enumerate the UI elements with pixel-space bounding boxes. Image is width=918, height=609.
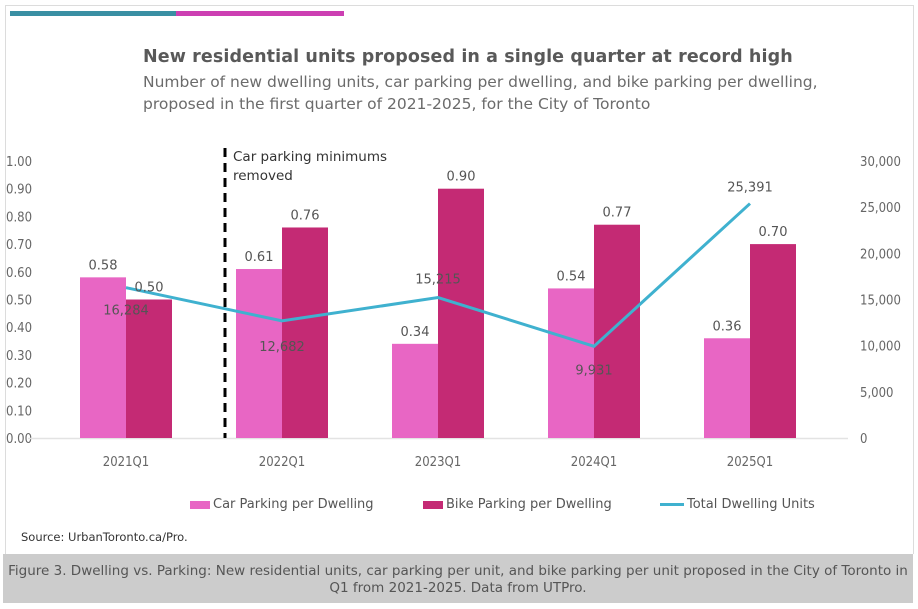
left-tick-label: 0.70 [6, 238, 32, 253]
legend-item-car[interactable]: Car Parking per Dwelling [190, 497, 374, 512]
subtitle-line-1: Number of new dwelling units, car parkin… [143, 73, 818, 91]
left-tick-label: 0.60 [6, 266, 32, 281]
left-tick-label: 1.00 [6, 155, 32, 170]
x-tick-label: 2024Q1 [571, 455, 617, 470]
bar-bike-parking [594, 224, 640, 438]
chart-title: New residential units proposed in a sing… [143, 47, 793, 67]
data-label-car: 0.34 [401, 325, 430, 340]
bar-car-parking [236, 269, 282, 438]
legend-label-car: Car Parking per Dwelling [213, 497, 374, 512]
data-label-bike: 0.77 [603, 206, 632, 221]
x-tick-label: 2021Q1 [103, 455, 149, 470]
data-label-dwelling: 25,391 [727, 181, 773, 196]
data-label-bike: 0.90 [447, 170, 476, 185]
right-tick-label: 0 [860, 432, 867, 447]
combo-chart: 0.00 0.10 0.20 0.30 0.40 0.50 0.60 0.70 0.80 0.90… [6, 148, 901, 470]
dwelling-line-group [125, 202, 752, 348]
bar-car-parking [548, 288, 594, 438]
right-tick-label: 30,000 [860, 155, 901, 170]
x-tick-label: 2023Q1 [415, 455, 461, 470]
legend-item-dwelling[interactable]: Total Dwelling Units [660, 497, 815, 512]
data-label-bike: 0.70 [759, 225, 788, 240]
left-axis-ticks: 0.00 0.10 0.20 0.30 0.40 0.50 0.60 0.70 0.80 0.90… [6, 155, 32, 447]
data-label-dwelling: 16,284 [103, 304, 149, 319]
data-label-bike: 0.50 [135, 281, 164, 296]
bar-bike-parking [438, 188, 484, 438]
data-label-bike: 0.76 [291, 208, 320, 223]
left-tick-label: 0.50 [6, 294, 32, 309]
x-tick-label: 2022Q1 [259, 455, 305, 470]
annotation-text-line-1: Car parking minimums [233, 149, 387, 165]
legend-label-bike: Bike Parking per Dwelling [446, 497, 612, 512]
source-note: Source: UrbanToronto.ca/Pro. [21, 530, 188, 544]
left-tick-label: 0.20 [6, 377, 32, 392]
bar-car-parking [392, 343, 438, 438]
right-axis-ticks: 0 5,000 10,000 15,000 20,000 25,000 30,000 [860, 155, 901, 447]
left-tick-label: 0.90 [6, 183, 32, 198]
data-label-dwelling: 12,682 [259, 340, 305, 355]
chart-subtitle: Number of new dwelling units, car parkin… [143, 71, 818, 115]
left-tick-label: 0.40 [6, 321, 32, 336]
legend-item-bike[interactable]: Bike Parking per Dwelling [423, 497, 612, 512]
accent-bar-teal [10, 11, 176, 16]
data-label-car: 0.61 [245, 250, 274, 265]
left-tick-label: 0.00 [6, 432, 32, 447]
legend-label-dwelling: Total Dwelling Units [687, 497, 815, 512]
right-tick-label: 5,000 [860, 386, 893, 401]
data-label-car: 0.58 [89, 258, 118, 273]
annotation: Car parking minimums removed [223, 148, 387, 438]
bar-car-parking [80, 277, 126, 438]
right-tick-label: 25,000 [860, 201, 901, 216]
right-tick-label: 15,000 [860, 294, 901, 309]
bar-bike-parking [750, 244, 796, 438]
figure-caption: Figure 3. Dwelling vs. Parking: New resi… [3, 554, 913, 603]
left-tick-label: 0.80 [6, 210, 32, 225]
legend-swatch-car [190, 500, 210, 509]
data-label-car: 0.54 [557, 269, 586, 284]
bars [80, 188, 796, 438]
bar-bike-parking [126, 299, 172, 438]
x-axis-ticks: 2021Q1 2022Q1 2023Q1 2024Q1 2025Q1 [103, 455, 773, 470]
left-tick-label: 0.30 [6, 349, 32, 364]
data-label-dwelling: 15,215 [415, 273, 461, 288]
bar-car-parking [704, 338, 750, 438]
right-tick-label: 10,000 [860, 340, 901, 355]
right-tick-label: 20,000 [860, 247, 901, 262]
bar-bike-parking [282, 227, 328, 438]
accent-bar-pink [176, 11, 344, 16]
data-label-dwelling: 9,931 [575, 363, 612, 378]
legend-swatch-bike [423, 500, 443, 509]
annotation-text-line-2: removed [233, 168, 293, 184]
data-label-car: 0.36 [713, 319, 742, 334]
x-tick-label: 2025Q1 [727, 455, 773, 470]
subtitle-line-2: proposed in the first quarter of 2021-20… [143, 95, 651, 113]
left-tick-label: 0.10 [6, 404, 32, 419]
legend-swatch-dwelling [660, 503, 684, 506]
data-labels: 0.58 0.50 0.61 0.76 0.34 0.90 0.54 0.77 0.36 0.70… [89, 170, 788, 379]
